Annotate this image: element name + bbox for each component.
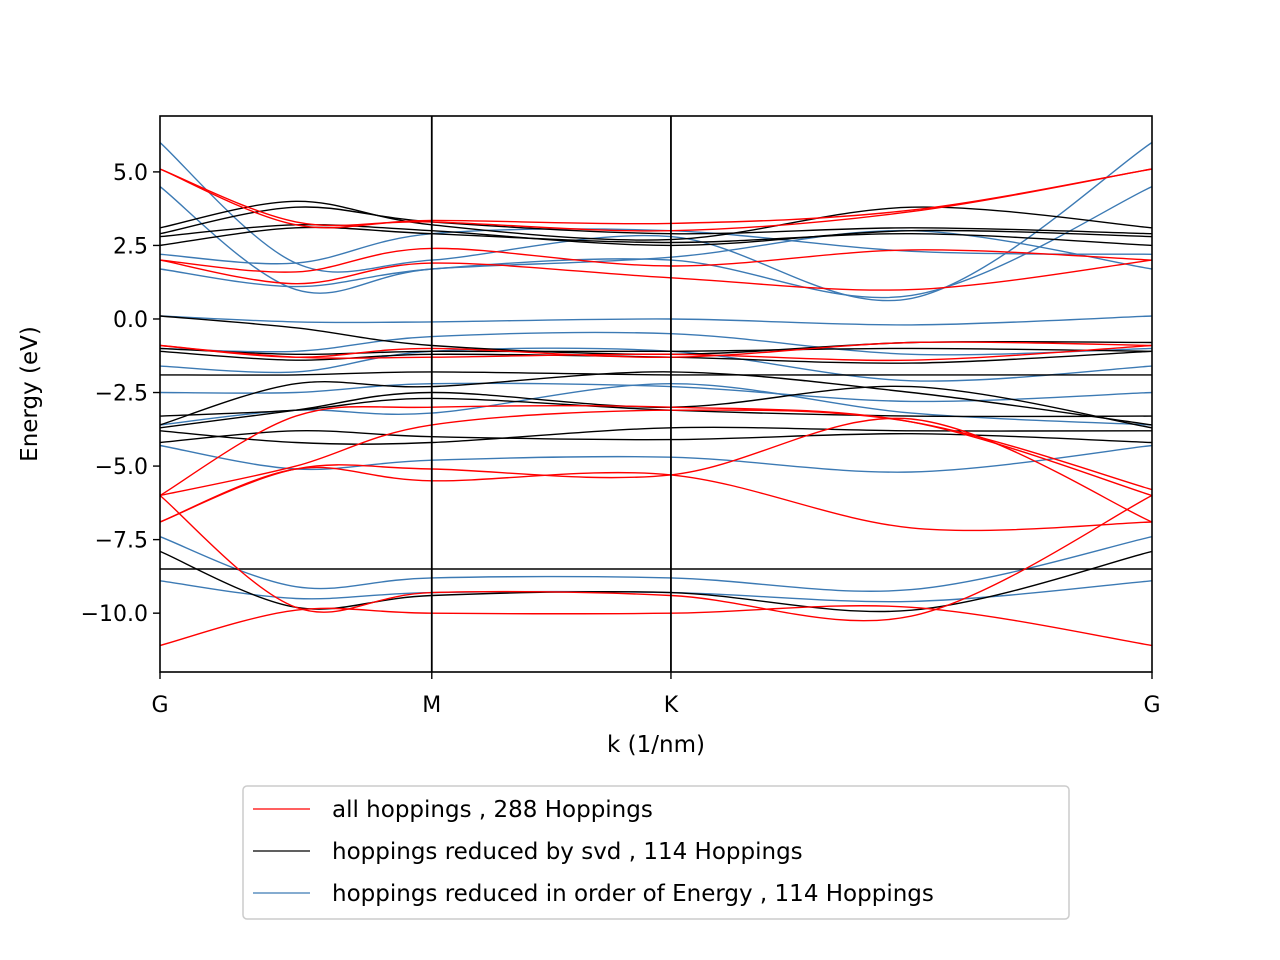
x-tick-label: K [664, 693, 679, 718]
y-axis-label: Energy (eV) [17, 326, 43, 462]
y-tick-label: −7.5 [95, 529, 148, 554]
series-0-band-11 [160, 605, 1152, 647]
series-2-band-7 [160, 382, 1152, 403]
series-2-band-0 [160, 141, 1152, 302]
series-2-band-5 [160, 331, 1152, 356]
series-2-band-6 [160, 347, 1152, 382]
y-tick-label: 2.5 [113, 234, 148, 259]
series-1-band-1 [160, 206, 1152, 235]
series-0 [160, 168, 1152, 647]
x-tick-label: G [1143, 693, 1160, 718]
series-0-band-7 [160, 409, 1152, 497]
series-0-band-2 [160, 247, 1152, 273]
series-0-band-5 [160, 344, 1152, 362]
series-0-band-0 [160, 168, 1152, 229]
y-tick-label: 0.0 [113, 308, 148, 333]
legend-label-energy: hoppings reduced in order of Energy , 11… [332, 881, 934, 907]
x-tick-label: M [422, 693, 441, 718]
high-symmetry-lines [430, 116, 672, 672]
series-layer [160, 141, 1152, 647]
series-1-band-0 [160, 200, 1152, 241]
x-tick-label: G [151, 693, 168, 718]
series-2-band-10 [160, 536, 1152, 592]
series-1-band-10 [160, 397, 1152, 418]
plot-frame [159, 115, 1153, 673]
legend: all hoppings , 288 Hoppings hoppings red… [242, 785, 1070, 920]
legend-box [242, 785, 1070, 920]
series-2-band-4 [160, 315, 1152, 326]
y-tick-label: −10.0 [81, 602, 148, 627]
series-0-band-10 [160, 494, 1152, 622]
y-axis: 5.0 2.5 0.0 −2.5 −5.0 −7.5 −10.0 [81, 161, 160, 627]
series-1-band-5 [160, 347, 1152, 356]
legend-label-svd: hoppings reduced by svd , 114 Hoppings [332, 839, 803, 865]
x-axis-label: k (1/nm) [607, 732, 705, 758]
legend-label-all: all hoppings , 288 Hoppings [332, 797, 653, 823]
series-0-band-9 [160, 466, 1152, 532]
y-tick-label: −2.5 [95, 382, 148, 407]
series-0-band-3 [160, 259, 1152, 291]
y-tick-label: −5.0 [95, 455, 148, 480]
series-1-band-3 [160, 226, 1152, 247]
series-0-band-1 [160, 168, 1152, 232]
series-2-band-2 [160, 228, 1152, 265]
y-tick-label: 5.0 [113, 161, 148, 186]
series-1-band-12 [160, 426, 1152, 445]
series-1-band-8 [160, 371, 1152, 426]
series-0-band-6 [160, 405, 1152, 497]
